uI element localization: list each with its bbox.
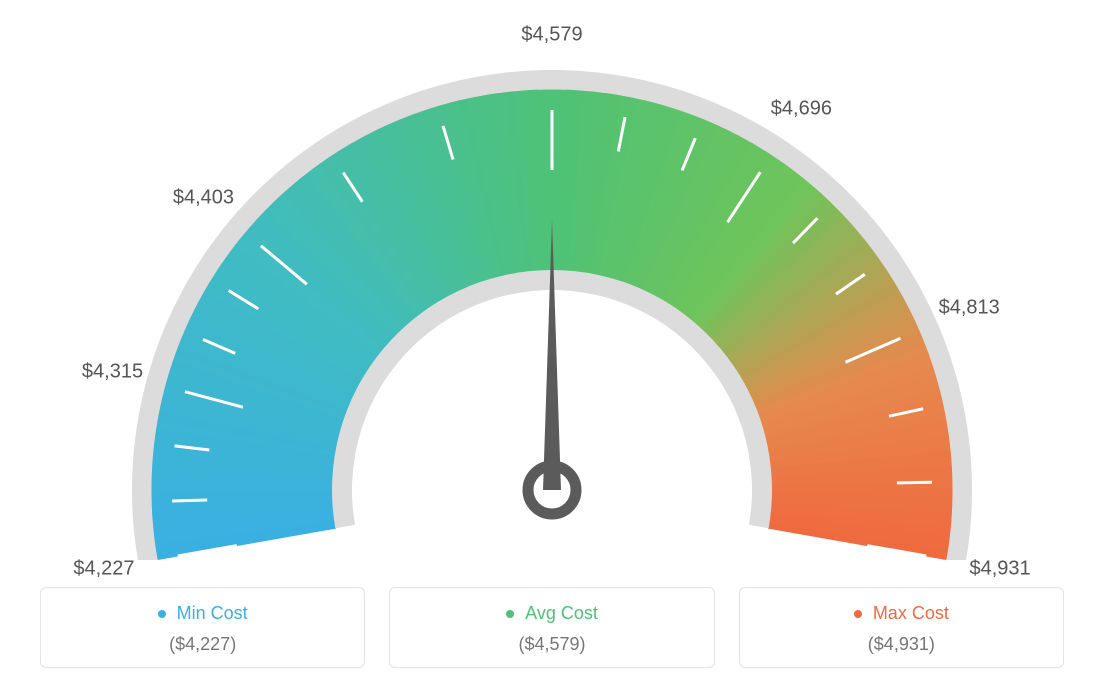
legend-value-min: ($4,227) [51,634,354,655]
cost-gauge: $4,227$4,315$4,403$4,579$4,696$4,813$4,9… [0,0,1104,560]
legend-title-min: Min Cost [51,602,354,624]
legend-dot-max [854,610,862,618]
legend-row: Min Cost ($4,227) Avg Cost ($4,579) Max … [40,587,1064,668]
gauge-svg [0,0,1104,560]
legend-dot-min [158,610,166,618]
legend-label-avg: Avg Cost [525,603,598,623]
gauge-tick-label: $4,813 [939,297,1000,320]
gauge-tick-label: $4,227 [73,558,134,581]
legend-card-min: Min Cost ($4,227) [40,587,365,668]
gauge-tick-label: $4,696 [771,98,832,121]
gauge-tick-label: $4,315 [82,361,143,384]
legend-label-min: Min Cost [177,603,248,623]
legend-card-avg: Avg Cost ($4,579) [389,587,714,668]
legend-title-avg: Avg Cost [400,602,703,624]
legend-value-avg: ($4,579) [400,634,703,655]
gauge-tick-label: $4,579 [521,24,582,47]
legend-dot-avg [506,610,514,618]
gauge-tick-label: $4,931 [969,558,1030,581]
legend-label-max: Max Cost [873,603,949,623]
gauge-tick-label: $4,403 [173,186,234,209]
legend-title-max: Max Cost [750,602,1053,624]
legend-value-max: ($4,931) [750,634,1053,655]
legend-card-max: Max Cost ($4,931) [739,587,1064,668]
